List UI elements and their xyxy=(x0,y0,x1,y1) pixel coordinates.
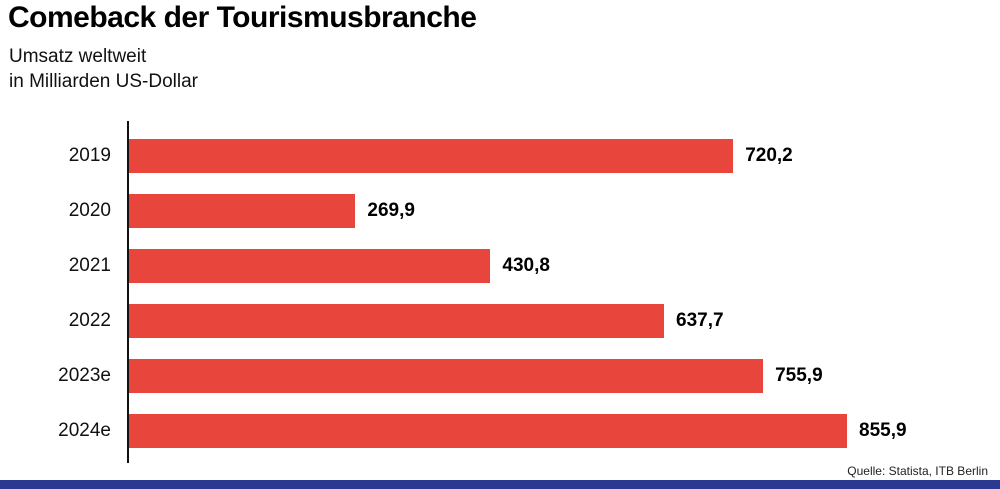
chart-subtitle-line-2: in Milliarden US-Dollar xyxy=(9,71,198,92)
category-label: 2024e xyxy=(58,419,111,441)
bar-chart-plot-area: 2019 720,2 2020 269,9 2021 430,8 2022 637,7 2023… xyxy=(0,121,1000,463)
category-label: 2021 xyxy=(68,254,111,276)
bar-row: 2024e 855,9 xyxy=(0,403,1000,458)
bar-row: 2020 269,9 xyxy=(0,183,1000,238)
chart-subtitle: Umsatz weltweit in Milliarden US-Dollar xyxy=(9,44,198,94)
bar-2023e xyxy=(129,358,764,393)
value-label: 430,8 xyxy=(502,254,550,276)
bar-row: 2023e 755,9 xyxy=(0,348,1000,403)
value-label: 855,9 xyxy=(859,419,907,441)
bottom-accent-bar xyxy=(0,480,1000,489)
category-label: 2019 xyxy=(68,144,111,166)
bar-2024e xyxy=(129,413,847,448)
value-label: 269,9 xyxy=(367,199,415,221)
category-label: 2023e xyxy=(58,364,111,386)
value-label: 755,9 xyxy=(775,364,823,386)
chart-subtitle-line-1: Umsatz weltweit xyxy=(9,46,147,67)
bar-2022 xyxy=(129,303,664,338)
bar-2020 xyxy=(129,193,356,228)
bar-row: 2021 430,8 xyxy=(0,238,1000,293)
source-note: Quelle: Statista, ITB Berlin xyxy=(847,464,988,478)
value-label: 720,2 xyxy=(745,144,793,166)
value-label: 637,7 xyxy=(676,309,724,331)
y-axis-line xyxy=(127,121,129,463)
bar-row: 2019 720,2 xyxy=(0,128,1000,183)
bar-2019 xyxy=(129,138,734,173)
bar-row: 2022 637,7 xyxy=(0,293,1000,348)
chart-title: Comeback der Tourismusbranche xyxy=(8,1,477,34)
category-label: 2020 xyxy=(68,199,111,221)
category-label: 2022 xyxy=(68,309,111,331)
bar-rows: 2019 720,2 2020 269,9 2021 430,8 2022 637,7 2023… xyxy=(0,128,1000,458)
bar-2021 xyxy=(129,248,491,283)
